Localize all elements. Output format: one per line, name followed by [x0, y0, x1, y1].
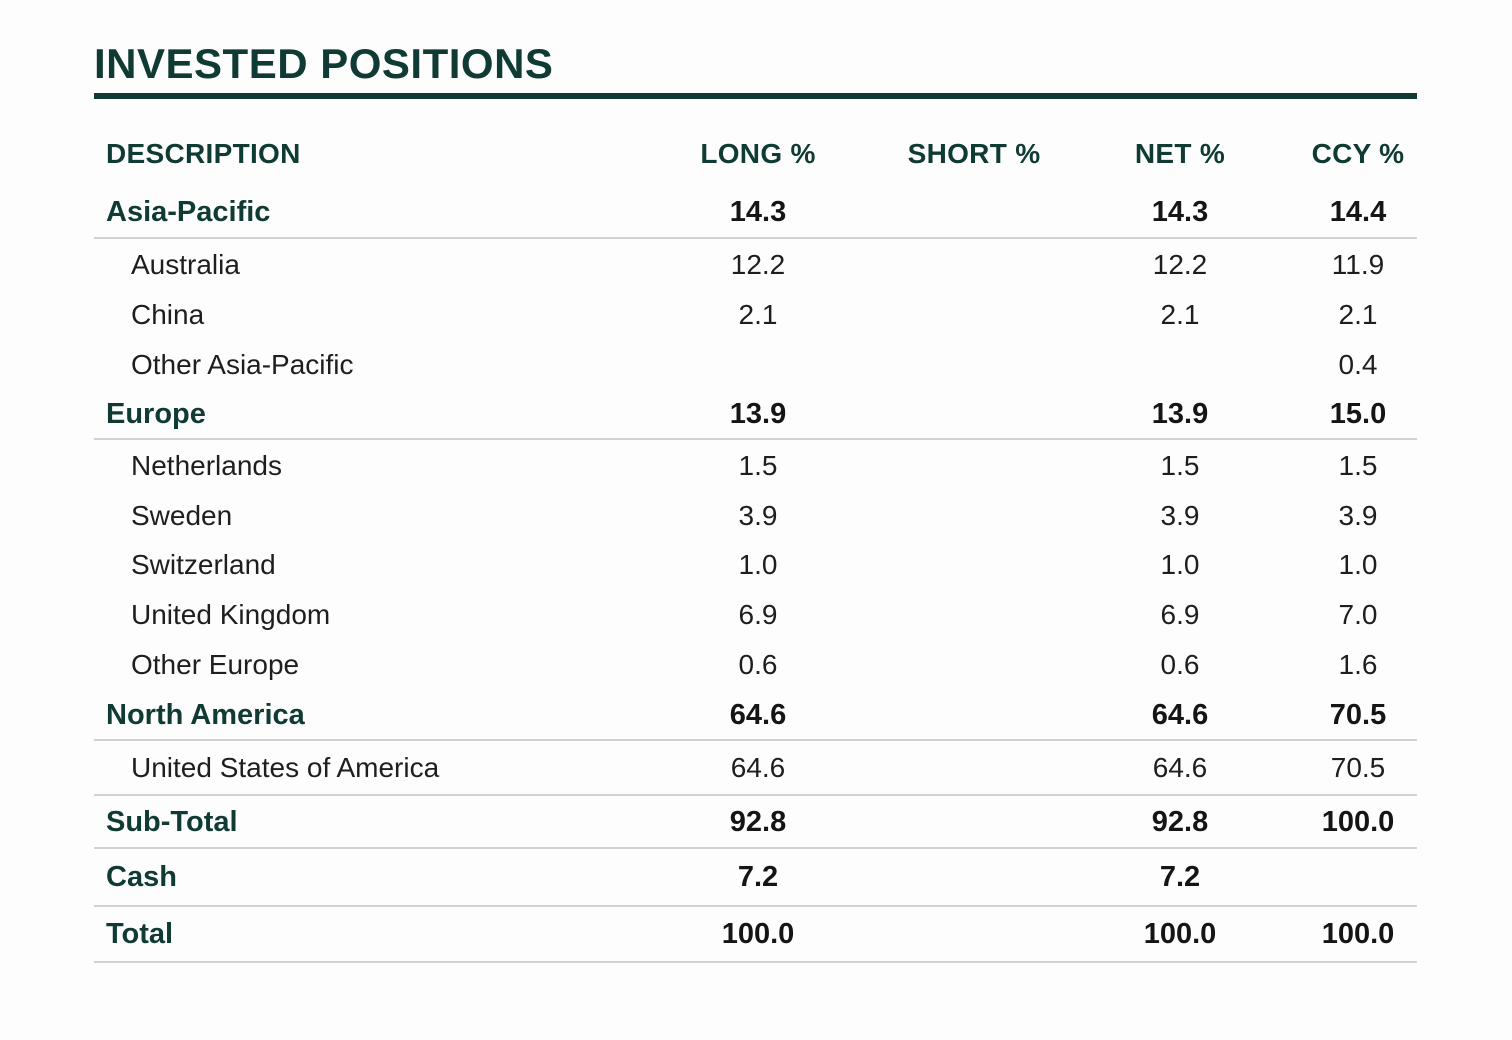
- row-ccy-value: 14.4: [1329, 196, 1387, 228]
- row-short-value: [899, 691, 1049, 739]
- row-description: Asia-Pacific: [106, 196, 271, 228]
- column-header-ccy: CCY %: [1311, 138, 1405, 169]
- row-short-value: [899, 640, 1049, 690]
- row-net-value: 64.6: [1152, 752, 1208, 783]
- row-long-value: 1.5: [738, 450, 778, 481]
- row-net-value: 1.5: [1160, 450, 1200, 481]
- row-net-value: 12.2: [1152, 249, 1208, 280]
- page-title: INVESTED POSITIONS: [94, 40, 554, 87]
- row-net-value: 100.0: [1143, 918, 1217, 950]
- row-long-value: 100.0: [721, 918, 795, 950]
- row-description: Switzerland: [131, 549, 276, 580]
- row-long-value: 14.3: [729, 196, 787, 228]
- table-row: United Kingdom 6.9 6.9 7.0: [94, 590, 1417, 640]
- row-ccy-value: 7.0: [1338, 599, 1378, 630]
- row-ccy-value: 15.0: [1329, 397, 1387, 430]
- row-short-value: [899, 908, 1049, 961]
- row-net-value: 14.3: [1151, 196, 1209, 228]
- row-net-value: 7.2: [1159, 861, 1201, 893]
- table-row: China 2.1 2.1 2.1: [94, 290, 1417, 340]
- table-row-subtotal: Sub-Total 92.8 92.8 100.0: [94, 797, 1417, 849]
- row-long-value: [683, 340, 833, 390]
- row-net-value: 1.0: [1160, 549, 1200, 580]
- row-long-value: 2.1: [738, 299, 778, 330]
- row-net-value: 0.6: [1160, 649, 1200, 680]
- row-net-value: 64.6: [1151, 698, 1209, 731]
- table-row: Sweden 3.9 3.9 3.9: [94, 491, 1417, 541]
- row-ccy-value: 1.0: [1338, 549, 1378, 580]
- invested-positions-table: DESCRIPTION LONG % SHORT % NET % CCY % A…: [94, 0, 1417, 1040]
- row-ccy-value: 70.5: [1329, 698, 1387, 731]
- row-long-value: 7.2: [737, 861, 779, 893]
- row-long-value: 6.9: [738, 599, 778, 630]
- row-short-value: [899, 850, 1049, 905]
- table-row: Other Europe 0.6 0.6 1.6: [94, 640, 1417, 690]
- row-ccy-value: 70.5: [1330, 752, 1386, 783]
- title-divider: [94, 93, 1417, 99]
- row-short-value: [899, 540, 1049, 590]
- row-description: Australia: [131, 249, 240, 280]
- table-row: United States of America 64.6 64.6 70.5: [94, 742, 1417, 796]
- row-ccy-value: 100.0: [1321, 918, 1395, 950]
- row-short-value: [899, 797, 1049, 847]
- row-description: Other Asia-Pacific: [131, 349, 354, 380]
- row-ccy-value: 2.1: [1338, 299, 1378, 330]
- row-long-value: 13.9: [729, 397, 787, 430]
- row-long-value: 64.6: [730, 752, 786, 783]
- row-description: United Kingdom: [131, 599, 331, 630]
- table-row: Netherlands 1.5 1.5 1.5: [94, 441, 1417, 491]
- row-net-value: 6.9: [1160, 599, 1200, 630]
- column-header-net: NET %: [1134, 138, 1226, 169]
- row-short-value: [899, 590, 1049, 640]
- table-header-row: DESCRIPTION LONG % SHORT % NET % CCY %: [94, 128, 1417, 180]
- row-short-value: [899, 188, 1049, 237]
- row-net-value: [1105, 340, 1255, 390]
- row-short-value: [899, 290, 1049, 340]
- row-short-value: [899, 742, 1049, 794]
- row-description: Sweden: [131, 500, 233, 531]
- table-row: Australia 12.2 12.2 11.9: [94, 240, 1417, 290]
- row-ccy-value: 0.4: [1338, 349, 1378, 380]
- row-net-value: 92.8: [1151, 805, 1209, 838]
- table-row-total: Total 100.0 100.0 100.0: [94, 908, 1417, 963]
- table-row-cash: Cash 7.2 7.2: [94, 850, 1417, 907]
- row-short-value: [899, 240, 1049, 290]
- column-header-short: SHORT %: [907, 138, 1041, 169]
- row-long-value: 92.8: [729, 805, 787, 838]
- row-ccy-value: 11.9: [1331, 249, 1385, 280]
- row-long-value: 1.0: [738, 549, 778, 580]
- row-net-value: 13.9: [1151, 397, 1209, 430]
- row-short-value: [899, 441, 1049, 491]
- row-ccy-value: 1.6: [1338, 649, 1378, 680]
- row-description: Other Europe: [131, 649, 300, 680]
- column-header-long: LONG %: [700, 138, 816, 169]
- row-ccy-value: 100.0: [1321, 805, 1395, 838]
- row-net-value: 2.1: [1160, 299, 1200, 330]
- row-description: Total: [106, 918, 174, 950]
- row-description: China: [131, 299, 205, 330]
- row-description: Sub-Total: [106, 805, 238, 838]
- table-row-group: North America 64.6 64.6 70.5: [94, 691, 1417, 741]
- row-description: Netherlands: [131, 450, 282, 481]
- row-ccy-value: 1.5: [1338, 450, 1378, 481]
- row-short-value: [899, 340, 1049, 390]
- row-long-value: 0.6: [738, 649, 778, 680]
- table-row-group: Europe 13.9 13.9 15.0: [94, 390, 1417, 440]
- row-long-value: 3.9: [738, 500, 778, 531]
- row-description: United States of America: [131, 752, 440, 783]
- table-row: Other Asia-Pacific 0.4: [94, 340, 1417, 390]
- row-description: Cash: [106, 861, 177, 893]
- row-short-value: [899, 390, 1049, 438]
- row-net-value: 3.9: [1160, 500, 1200, 531]
- column-header-description: DESCRIPTION: [106, 138, 301, 169]
- table-row: Switzerland 1.0 1.0 1.0: [94, 540, 1417, 590]
- row-ccy-value: [1283, 850, 1433, 905]
- row-description: Europe: [106, 397, 206, 430]
- row-long-value: 12.2: [730, 249, 786, 280]
- row-short-value: [899, 491, 1049, 541]
- row-description: North America: [106, 698, 305, 731]
- row-long-value: 64.6: [729, 698, 787, 731]
- row-ccy-value: 3.9: [1338, 500, 1378, 531]
- table-row-group: Asia-Pacific 14.3 14.3 14.4: [94, 188, 1417, 239]
